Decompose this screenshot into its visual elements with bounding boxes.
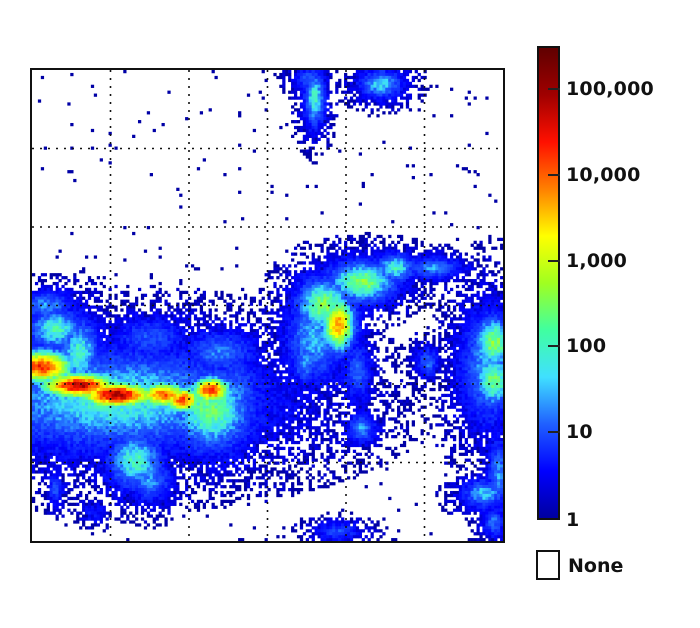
colorbar-tick (548, 431, 560, 434)
colorbar (537, 46, 560, 520)
colorbar-tick (548, 345, 560, 348)
colorbar-tick (548, 259, 560, 262)
colorbar-tick-label: 100,000 (566, 77, 654, 100)
colorbar-tick (548, 173, 560, 176)
colorbar-tick-label: 100 (566, 335, 607, 358)
colorbar-tick-label: 10 (566, 421, 593, 444)
heatmap-canvas (32, 70, 503, 541)
colorbar-tick-label: 1,000 (566, 249, 628, 272)
none-legend-swatch (536, 550, 560, 580)
none-legend-label: None (568, 555, 624, 577)
colorbar-tick-label: 10,000 (566, 163, 641, 186)
colorbar-tick-label: 1 (566, 509, 580, 531)
heatmap-plot-area (30, 68, 505, 543)
colorbar-tick (548, 87, 560, 90)
